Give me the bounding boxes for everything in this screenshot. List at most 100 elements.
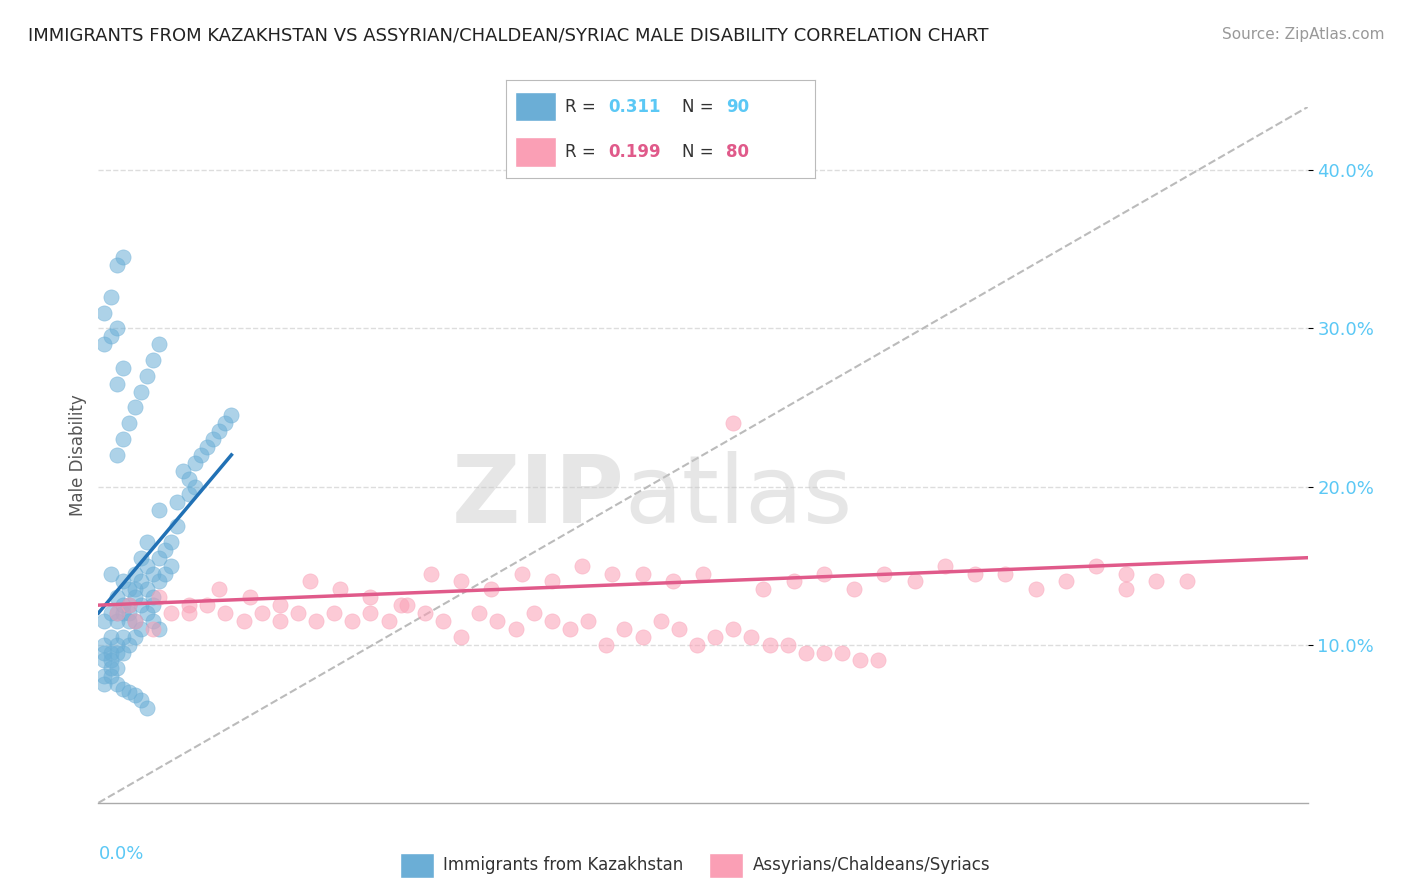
Point bbox=[723, 417, 745, 431]
Point bbox=[93, 677, 115, 691]
Point bbox=[195, 598, 218, 612]
Point bbox=[100, 646, 122, 660]
Point bbox=[342, 614, 364, 628]
Point bbox=[142, 566, 165, 581]
Point bbox=[184, 479, 207, 493]
Point bbox=[105, 614, 128, 628]
Point bbox=[704, 630, 727, 644]
Point bbox=[124, 630, 146, 644]
Point bbox=[93, 646, 115, 660]
Point bbox=[195, 440, 218, 454]
Point bbox=[160, 606, 183, 620]
Point bbox=[111, 681, 134, 696]
Point bbox=[190, 448, 212, 462]
Text: R =: R = bbox=[565, 98, 600, 116]
Bar bbox=[709, 853, 744, 878]
Point bbox=[214, 417, 236, 431]
Point bbox=[105, 321, 128, 335]
Point bbox=[934, 558, 956, 573]
Point bbox=[93, 305, 115, 319]
Point bbox=[214, 606, 236, 620]
Point bbox=[135, 534, 157, 549]
Point bbox=[558, 622, 581, 636]
Point bbox=[105, 661, 128, 675]
Point bbox=[783, 574, 806, 589]
Point bbox=[395, 598, 418, 612]
Point bbox=[100, 329, 122, 343]
Point bbox=[668, 622, 690, 636]
Point bbox=[523, 606, 546, 620]
Text: N =: N = bbox=[682, 143, 720, 161]
Point bbox=[450, 574, 472, 589]
Point bbox=[740, 630, 762, 644]
Point bbox=[105, 258, 128, 272]
Point bbox=[105, 646, 128, 660]
Point bbox=[813, 566, 835, 581]
Point bbox=[540, 614, 562, 628]
Point bbox=[118, 598, 141, 612]
Point bbox=[148, 591, 170, 605]
Point bbox=[129, 693, 152, 707]
Point bbox=[179, 472, 201, 486]
Point bbox=[360, 606, 382, 620]
Point bbox=[111, 630, 134, 644]
Point bbox=[124, 401, 146, 415]
Point bbox=[153, 542, 176, 557]
Point bbox=[118, 417, 141, 431]
Point bbox=[124, 614, 146, 628]
Point bbox=[142, 614, 165, 628]
Point bbox=[142, 591, 165, 605]
Point bbox=[360, 591, 382, 605]
Point bbox=[124, 566, 146, 581]
Point bbox=[129, 622, 152, 636]
Point bbox=[160, 558, 183, 573]
Point bbox=[661, 574, 683, 589]
Point bbox=[142, 598, 165, 612]
Point bbox=[873, 566, 896, 581]
Point bbox=[135, 368, 157, 383]
Point bbox=[184, 456, 207, 470]
Point bbox=[148, 574, 170, 589]
Point bbox=[166, 519, 188, 533]
Point bbox=[595, 638, 617, 652]
Point bbox=[129, 574, 152, 589]
Point bbox=[100, 606, 122, 620]
Point bbox=[118, 598, 141, 612]
Point bbox=[432, 614, 454, 628]
Point bbox=[305, 614, 328, 628]
Point bbox=[1115, 566, 1137, 581]
Point bbox=[172, 464, 194, 478]
Point bbox=[124, 614, 146, 628]
Point bbox=[118, 638, 141, 652]
Point bbox=[1085, 558, 1108, 573]
Point bbox=[904, 574, 927, 589]
Point bbox=[93, 614, 115, 628]
Bar bbox=[516, 92, 555, 121]
Point bbox=[868, 653, 890, 667]
Point bbox=[148, 550, 170, 565]
Point bbox=[389, 598, 412, 612]
Text: 0.199: 0.199 bbox=[609, 143, 661, 161]
Text: Assyrians/Chaldeans/Syriacs: Assyrians/Chaldeans/Syriacs bbox=[752, 856, 990, 874]
Point bbox=[118, 606, 141, 620]
Point bbox=[631, 566, 654, 581]
Point bbox=[166, 495, 188, 509]
Point bbox=[540, 574, 562, 589]
Point bbox=[129, 550, 152, 565]
Point bbox=[813, 646, 835, 660]
Point bbox=[758, 638, 780, 652]
Point bbox=[105, 606, 128, 620]
Point bbox=[269, 598, 291, 612]
Point bbox=[413, 606, 436, 620]
Point bbox=[179, 598, 201, 612]
Point bbox=[208, 582, 231, 597]
Text: 0.0%: 0.0% bbox=[98, 845, 143, 863]
Point bbox=[505, 622, 527, 636]
Point bbox=[202, 432, 225, 446]
Point bbox=[105, 448, 128, 462]
Point bbox=[118, 614, 141, 628]
Point bbox=[100, 653, 122, 667]
Point bbox=[1054, 574, 1077, 589]
Point bbox=[723, 622, 745, 636]
Point bbox=[105, 638, 128, 652]
